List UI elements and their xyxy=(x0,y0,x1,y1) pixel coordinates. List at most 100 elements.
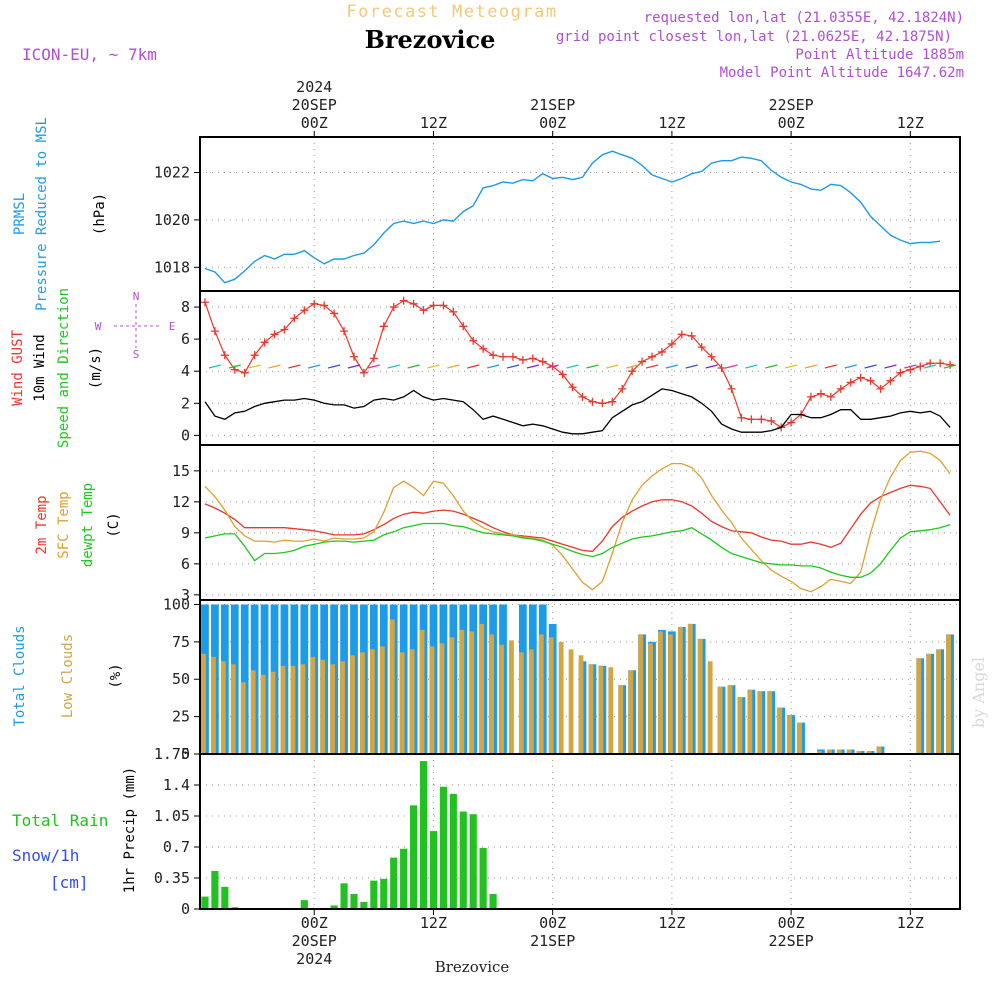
wind-arrow xyxy=(268,364,281,369)
low-cloud-bar xyxy=(846,749,852,754)
low-cloud-bar xyxy=(280,665,286,754)
gust-marker xyxy=(200,298,209,307)
precip-bar xyxy=(211,870,219,909)
gust-marker xyxy=(866,376,875,385)
low-cloud-bar xyxy=(608,667,614,754)
low-cloud-bar xyxy=(687,623,693,754)
watermark: by Angel xyxy=(969,657,988,728)
low-cloud-bar xyxy=(409,649,415,754)
panels: 1018 1020 1022 PRMSL Pressure Reduced to MSL… xyxy=(10,117,961,918)
low-cloud-bar xyxy=(548,637,554,754)
low-cloud-bar xyxy=(320,659,326,754)
top-time-label: 00Z xyxy=(539,114,566,132)
low-cloud-bar xyxy=(379,646,385,754)
low-cloud-bar xyxy=(677,626,683,754)
top-time-label: 20SEP xyxy=(292,96,337,114)
pressure-unit: (hPa) xyxy=(92,193,108,235)
low-cloud-bar xyxy=(628,670,634,754)
wind-arrow xyxy=(288,364,301,369)
wind-arrow xyxy=(228,364,241,369)
gust-marker xyxy=(429,301,438,310)
low-cloud-bar xyxy=(459,629,465,754)
bottom-time-label: 22SEP xyxy=(769,932,814,950)
wind-arrow xyxy=(546,364,559,369)
wind-arrow xyxy=(725,364,738,369)
top-time-label: 22SEP xyxy=(769,96,814,114)
wind-arrow xyxy=(248,364,261,369)
compass: N S W E xyxy=(95,290,176,361)
y-tick-label: 6 xyxy=(181,330,190,348)
low-cloud-bar xyxy=(856,751,862,754)
gust-marker xyxy=(687,331,696,340)
gust-marker xyxy=(528,354,537,363)
y-tick-label: 100 xyxy=(163,595,190,613)
top-time-label: 12Z xyxy=(897,114,924,132)
bottom-time-label: 00Z xyxy=(778,914,805,932)
precip-bar xyxy=(410,805,418,909)
y-tick-label: 1.4 xyxy=(163,776,190,794)
low-cloud-bar xyxy=(916,658,922,754)
low-cloud-bar xyxy=(658,631,663,754)
precip-bar xyxy=(360,901,368,909)
y-tick-label: 1022 xyxy=(154,164,190,182)
wind-arrow xyxy=(586,364,599,369)
dewpt-label: dewpt Temp xyxy=(80,483,96,567)
low-cloud-bar xyxy=(638,634,644,754)
gust-marker xyxy=(697,343,706,352)
bottom-time-label: 21SEP xyxy=(530,932,575,950)
low-cloud-bar xyxy=(558,641,564,754)
gust-marker xyxy=(270,330,279,339)
compass-s: S xyxy=(133,348,140,361)
precip-panel: 0 0.35 0.7 1.05 1.4 1.75 1hr Precip (mm) Total … xyxy=(12,745,960,918)
total-clouds-label: Total Clouds xyxy=(12,625,28,726)
grid-point-coords: grid point closest lon,lat (21.0625E, 42… xyxy=(556,29,952,45)
wind-arrow xyxy=(765,364,778,369)
low-cloud-bar xyxy=(648,643,653,754)
requested-coords: requested lon,lat (21.0355E, 42.1824N) xyxy=(644,10,964,26)
gust-marker xyxy=(459,322,468,331)
precip-bar xyxy=(330,905,338,909)
precip-bar xyxy=(340,883,348,909)
low-cloud-bar xyxy=(230,664,236,754)
bottom-time-label: 12Z xyxy=(658,914,685,932)
gust-marker xyxy=(727,384,736,393)
footer-location: Brezovice xyxy=(435,958,510,976)
gust-marker xyxy=(588,397,597,406)
low-cloud-bar xyxy=(747,689,753,754)
precip-unit-label: 1hr Precip (mm) xyxy=(122,767,138,893)
low-cloud-bar xyxy=(826,749,832,754)
low-cloud-bar xyxy=(568,649,574,754)
low-cloud-bar xyxy=(876,746,882,754)
gust-marker xyxy=(240,368,249,377)
clouds-panel: 0 25 50 75 100 Total Clouds Low Clouds (%) xyxy=(12,595,960,763)
y-tick-label: 0.7 xyxy=(163,838,190,856)
wind-arrow xyxy=(526,364,539,369)
y-tick-label: 25 xyxy=(172,708,190,726)
low-cloud-bar xyxy=(350,655,355,754)
compass-w: W xyxy=(95,320,102,333)
wind-arrow xyxy=(327,364,341,369)
wind-arrow xyxy=(308,364,321,369)
compass-e: E xyxy=(169,320,176,333)
location-title: Brezovice xyxy=(365,25,496,54)
wind-arrow xyxy=(745,364,758,369)
gust-marker xyxy=(280,325,289,334)
low-cloud-bar xyxy=(449,637,455,754)
pressure-label-msl: Pressure Reduced to MSL xyxy=(34,117,50,311)
gust-marker xyxy=(707,352,716,361)
y-tick-label: 8 xyxy=(181,298,190,316)
bottom-time-label: 12Z xyxy=(420,914,447,932)
low-cloud-bar xyxy=(777,707,783,754)
low-cloud-bar xyxy=(817,751,822,754)
gust-marker xyxy=(598,399,607,408)
low-cloud-bar xyxy=(201,653,206,754)
y-tick-label: 1.75 xyxy=(154,745,190,763)
low-cloud-bar xyxy=(668,634,673,754)
gust-marker xyxy=(558,370,567,379)
low-cloud-bar xyxy=(757,691,763,754)
gust-marker xyxy=(667,339,676,348)
y-tick-label: 0.35 xyxy=(154,869,190,887)
gust-marker xyxy=(340,327,349,336)
gust-marker xyxy=(628,367,637,376)
